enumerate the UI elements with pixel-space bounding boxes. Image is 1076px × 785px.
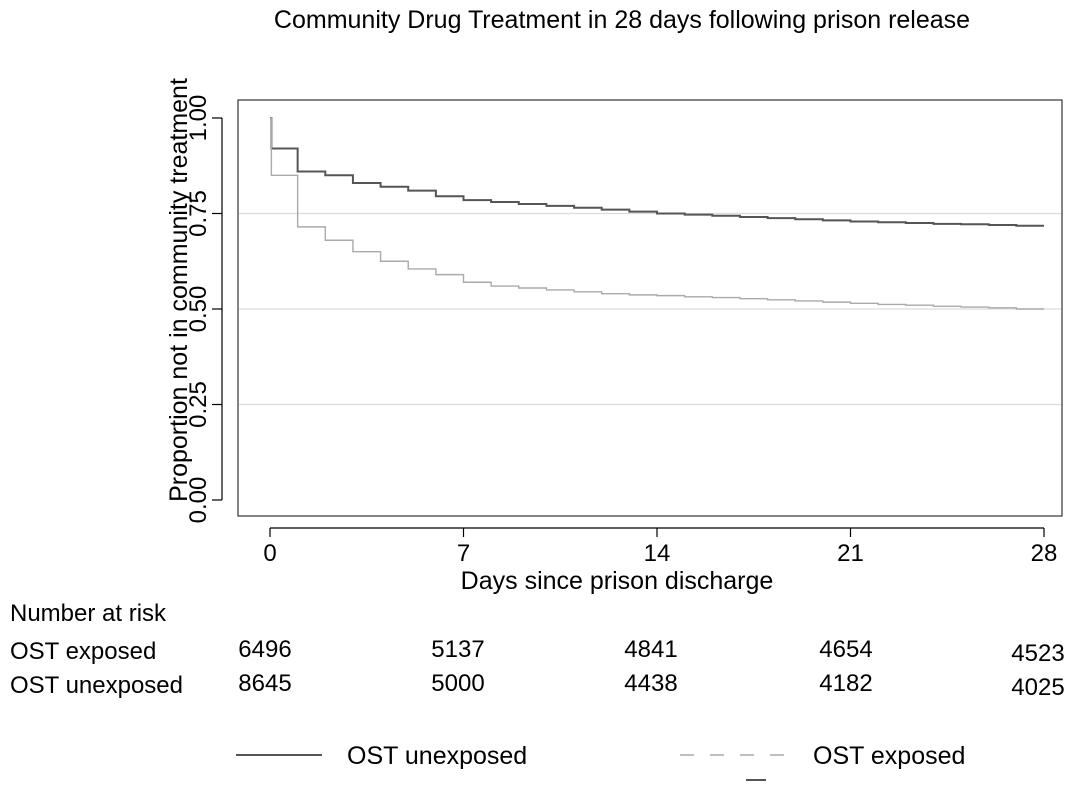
x-tick-label: 21 [837, 540, 864, 567]
risk-row-label-unexposed: OST unexposed [10, 672, 183, 699]
x-tick-label: 28 [1031, 540, 1058, 567]
risk-value: 4523 [1011, 640, 1064, 667]
risk-value: 6496 [238, 636, 291, 663]
legend: OST unexposed OST exposed [236, 742, 965, 781]
risk-value: 4841 [624, 636, 677, 663]
legend-label-unexposed: OST unexposed [347, 742, 527, 770]
chart-title: Community Drug Treatment in 28 days foll… [274, 6, 970, 34]
y-tick-label: 0.75 [185, 190, 212, 237]
y-tick-label: 0.50 [185, 286, 212, 333]
y-tick-label: 0.00 [185, 477, 212, 524]
risk-value: 4438 [624, 670, 677, 697]
risk-value: 4182 [819, 670, 872, 697]
y-axis: 0.00 0.25 0.50 0.75 1.00 [185, 95, 223, 524]
series-layer [270, 117, 1044, 310]
x-tick-label: 7 [457, 540, 470, 567]
y-axis-label: Proportion not in community treatment [165, 78, 193, 502]
x-tick-label: 14 [644, 540, 671, 567]
series-line-exposed [270, 117, 1044, 310]
x-axis-label: Days since prison discharge [461, 567, 774, 595]
risk-value: 5137 [431, 636, 484, 663]
x-tick-label: 0 [263, 540, 276, 567]
grid-layer [239, 212, 1061, 406]
risk-value: 8645 [238, 670, 291, 697]
risk-table-heading: Number at risk [10, 600, 167, 627]
y-tick-label: 0.25 [185, 381, 212, 428]
y-tick-label: 1.00 [185, 95, 212, 142]
risk-table-values: 6496 5137 4841 4654 4523 8645 5000 4438 4182 4025 [238, 636, 1064, 701]
legend-label-exposed: OST exposed [813, 742, 965, 770]
plot-area [237, 99, 1063, 517]
risk-value: 5000 [431, 670, 484, 697]
risk-value: 4654 [819, 636, 872, 663]
x-axis: 0 7 14 21 28 [263, 527, 1058, 567]
risk-value: 4025 [1011, 674, 1064, 701]
series-line-unexposed [270, 117, 1044, 227]
risk-row-label-exposed: OST exposed [10, 638, 156, 665]
